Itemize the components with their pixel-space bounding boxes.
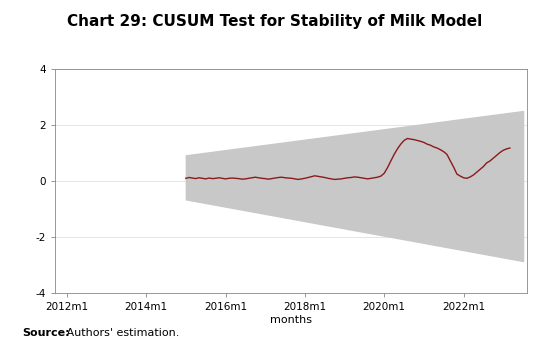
Text: Authors' estimation.: Authors' estimation. [63, 328, 180, 338]
Text: Chart 29: CUSUM Test for Stability of Milk Model: Chart 29: CUSUM Test for Stability of Mi… [67, 14, 482, 29]
Text: Source:: Source: [22, 328, 70, 338]
X-axis label: months: months [270, 315, 312, 325]
